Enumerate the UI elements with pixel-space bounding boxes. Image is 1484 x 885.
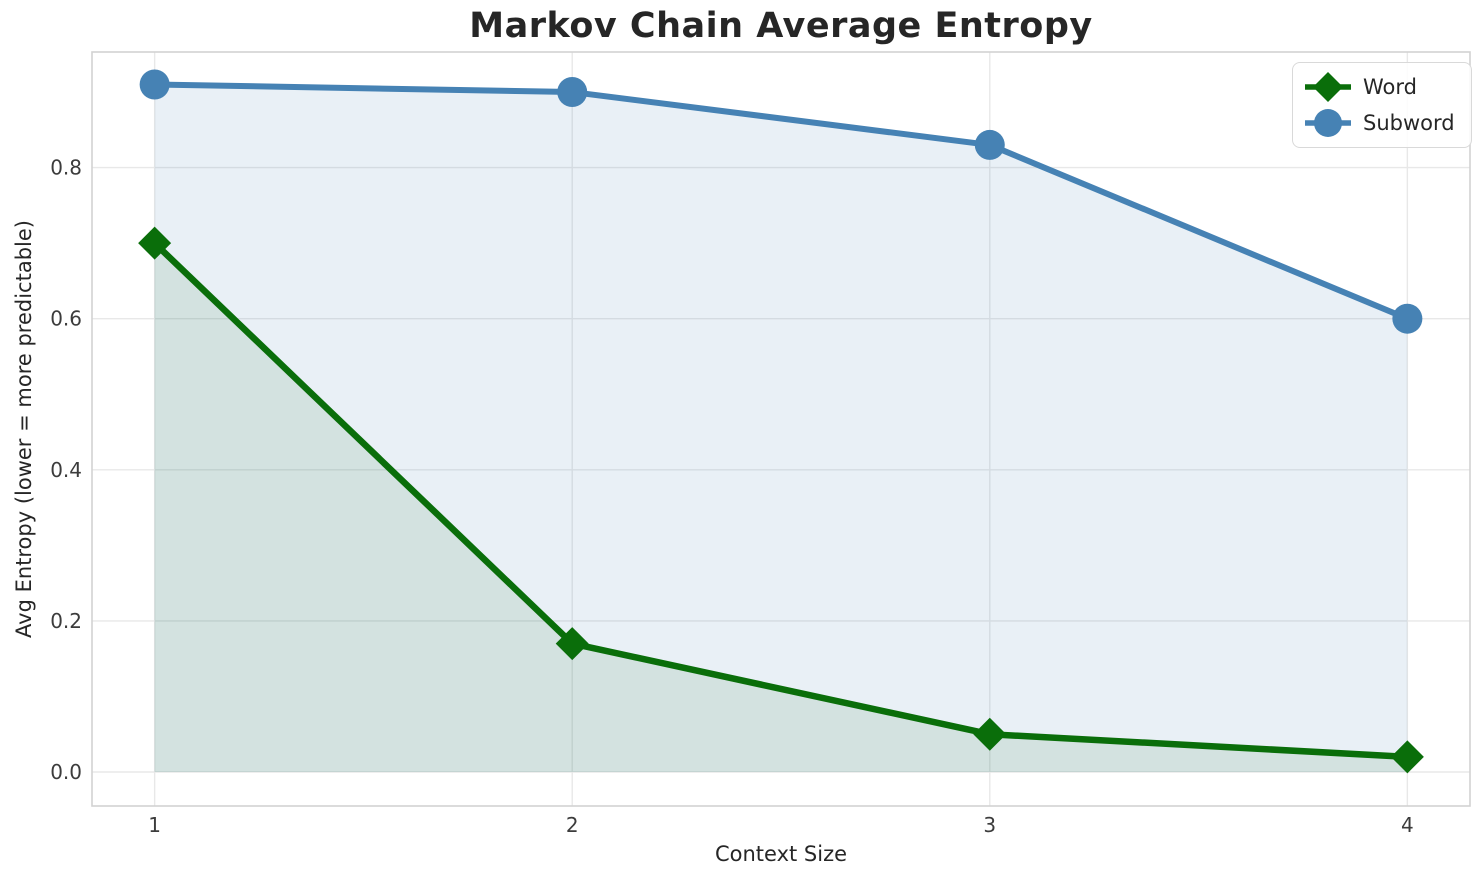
marker-subword-3 [974, 129, 1005, 160]
legend-marker-circle-icon [1305, 109, 1351, 137]
legend-item-word: Word [1303, 70, 1455, 104]
y-tick-label-0.8: 0.8 [50, 156, 82, 180]
area-fill-subword [154, 84, 1408, 773]
marker-subword-4 [1392, 303, 1423, 334]
x-tick-label-1: 1 [148, 813, 161, 837]
chart-title: Markov Chain Average Entropy [469, 6, 1093, 46]
marker-word-3 [973, 717, 1007, 751]
plot-border [91, 51, 1471, 807]
marker-subword-2 [557, 77, 588, 108]
plot-background [92, 52, 1470, 806]
y-tick-label-0.0: 0.0 [50, 760, 82, 784]
legend-label-word: Word [1363, 75, 1417, 99]
y-axis-label: Avg Entropy (lower = more predictable) [12, 220, 36, 638]
x-tick-label-4: 4 [1401, 813, 1414, 837]
x-tick-label-2: 2 [566, 813, 579, 837]
marker-word-2 [555, 627, 589, 661]
legend-label-subword: Subword [1363, 111, 1455, 135]
legend-marker-diamond-icon [1305, 72, 1351, 102]
marker-subword-1 [139, 69, 170, 100]
legend-item-subword: Subword [1303, 106, 1455, 140]
area-fill-word [154, 243, 1408, 773]
legend: Word Subword [1292, 62, 1472, 148]
x-tick-label-3: 3 [983, 813, 996, 837]
marker-word-1 [138, 226, 172, 260]
marker-word-4 [1390, 740, 1424, 774]
series-line-subword [154, 81, 1409, 322]
y-tick-label-0.6: 0.6 [50, 307, 82, 331]
series-line-word [152, 240, 1408, 761]
y-tick-label-0.2: 0.2 [50, 609, 82, 633]
x-axis-label: Context Size [714, 842, 848, 866]
y-tick-label-0.4: 0.4 [50, 458, 82, 482]
